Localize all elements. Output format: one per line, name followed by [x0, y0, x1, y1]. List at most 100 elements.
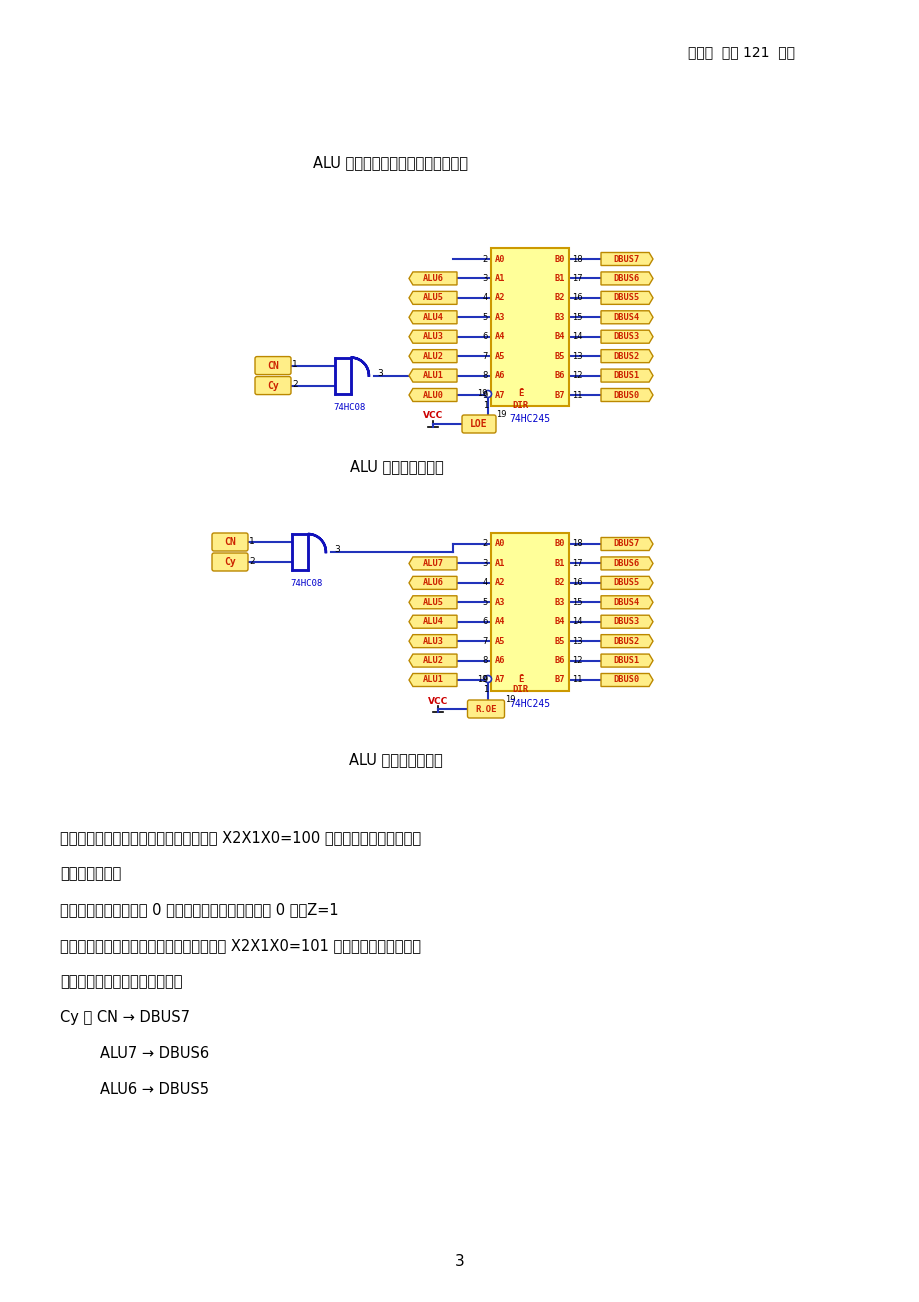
Text: 5: 5 — [482, 312, 487, 322]
Text: DBUS6: DBUS6 — [613, 559, 639, 568]
Text: 9: 9 — [482, 676, 487, 685]
Text: R.OE: R.OE — [475, 704, 496, 713]
Text: ALU2: ALU2 — [423, 352, 443, 361]
Polygon shape — [600, 577, 652, 590]
Text: ALU4: ALU4 — [423, 617, 443, 626]
Text: 1: 1 — [291, 361, 298, 368]
Text: ALU4: ALU4 — [423, 312, 443, 322]
Text: B4: B4 — [554, 617, 564, 626]
Text: 3: 3 — [482, 559, 487, 568]
Text: Cy 与 CN → DBUS7: Cy 与 CN → DBUS7 — [60, 1010, 190, 1025]
Text: DBUS7: DBUS7 — [613, 539, 639, 548]
Text: ALU0: ALU0 — [423, 391, 443, 400]
Polygon shape — [335, 358, 350, 393]
Text: Ē: Ē — [517, 674, 523, 684]
Text: VCC: VCC — [423, 411, 443, 421]
Text: 3: 3 — [377, 368, 382, 378]
Text: DBUS7: DBUS7 — [613, 254, 639, 263]
Text: DBUS2: DBUS2 — [613, 637, 639, 646]
Text: 16: 16 — [572, 293, 582, 302]
Text: 9: 9 — [482, 391, 487, 400]
Text: DBUS5: DBUS5 — [613, 578, 639, 587]
Text: A4: A4 — [494, 332, 505, 341]
Text: ALU 左移输出原理图: ALU 左移输出原理图 — [349, 460, 443, 474]
Text: DBUS0: DBUS0 — [613, 676, 639, 685]
Text: DBUS1: DBUS1 — [613, 656, 639, 665]
Text: 右移门将运算器的结果右移一位送总线。当 X2X1X0=101 时运算器结果通过右通: 右移门将运算器的结果右移一位送总线。当 X2X1X0=101 时运算器结果通过右… — [60, 937, 421, 953]
Text: LOE: LOE — [470, 419, 487, 428]
FancyBboxPatch shape — [491, 247, 568, 406]
Text: B1: B1 — [554, 273, 564, 283]
Text: 11: 11 — [572, 391, 582, 400]
Text: 1: 1 — [249, 536, 255, 546]
Text: 19: 19 — [505, 695, 515, 704]
Polygon shape — [600, 557, 652, 570]
Text: ALU5: ALU5 — [423, 598, 443, 607]
Polygon shape — [308, 534, 325, 570]
Circle shape — [484, 676, 491, 682]
Text: 2: 2 — [291, 380, 298, 389]
Text: 74HC08: 74HC08 — [334, 402, 366, 411]
Polygon shape — [409, 577, 457, 590]
Text: A3: A3 — [494, 312, 505, 322]
FancyBboxPatch shape — [491, 533, 568, 691]
Text: VCC: VCC — [427, 697, 448, 706]
Text: 12: 12 — [572, 656, 582, 665]
Text: Cy: Cy — [267, 380, 278, 391]
Text: ALU 右移输出原理图: ALU 右移输出原理图 — [348, 753, 442, 767]
Text: 14: 14 — [572, 617, 582, 626]
Text: 6: 6 — [482, 332, 487, 341]
Text: 同时，直通门上还有判 0 电路，当运算器的结果为全 0 时，Z=1: 同时，直通门上还有判 0 电路，当运算器的结果为全 0 时，Z=1 — [60, 902, 338, 917]
Text: 1: 1 — [482, 685, 487, 694]
Text: ALU6: ALU6 — [423, 273, 443, 283]
Text: ALU1: ALU1 — [423, 676, 443, 685]
Text: DBUS6: DBUS6 — [613, 273, 639, 283]
Text: 送到数据总线。: 送到数据总线。 — [60, 866, 121, 881]
Text: 74HC245: 74HC245 — [509, 414, 550, 424]
Text: A3: A3 — [494, 598, 505, 607]
FancyBboxPatch shape — [461, 415, 495, 434]
Polygon shape — [600, 292, 652, 305]
Text: A5: A5 — [494, 352, 505, 361]
Text: A1: A1 — [494, 559, 505, 568]
Text: B7: B7 — [554, 391, 564, 400]
Circle shape — [484, 391, 491, 397]
Text: A0: A0 — [494, 539, 505, 548]
Text: 7: 7 — [482, 637, 487, 646]
Text: 18: 18 — [572, 254, 582, 263]
Text: 13: 13 — [572, 352, 582, 361]
Text: A1: A1 — [494, 273, 505, 283]
Text: 5: 5 — [482, 598, 487, 607]
Text: 3: 3 — [334, 546, 339, 555]
Text: B5: B5 — [554, 637, 564, 646]
Text: 门送到数据总线。具体连线是：: 门送到数据总线。具体连线是： — [60, 974, 182, 990]
Text: A5: A5 — [494, 637, 505, 646]
Text: ALU6: ALU6 — [423, 578, 443, 587]
Text: B3: B3 — [554, 312, 564, 322]
Text: 15: 15 — [572, 598, 582, 607]
Polygon shape — [600, 654, 652, 667]
Polygon shape — [409, 272, 457, 285]
Polygon shape — [409, 557, 457, 570]
Polygon shape — [350, 358, 369, 393]
Text: B4: B4 — [554, 332, 564, 341]
Text: 13: 13 — [572, 637, 582, 646]
Text: 7: 7 — [482, 352, 487, 361]
Text: ALU3: ALU3 — [423, 332, 443, 341]
Text: 16: 16 — [572, 578, 582, 587]
Text: 直通门将运算器的结果不移位送总线。当 X2X1X0=100 时运算器结果通过直通门: 直通门将运算器的结果不移位送总线。当 X2X1X0=100 时运算器结果通过直通… — [60, 829, 421, 845]
Text: ALU6 → DBUS5: ALU6 → DBUS5 — [100, 1082, 209, 1098]
Polygon shape — [600, 538, 652, 551]
Text: DBUS0: DBUS0 — [613, 391, 639, 400]
Text: A7: A7 — [494, 391, 505, 400]
FancyBboxPatch shape — [211, 533, 248, 551]
Polygon shape — [600, 350, 652, 363]
Text: 15: 15 — [572, 312, 582, 322]
Text: 8: 8 — [482, 656, 487, 665]
Text: 6: 6 — [482, 617, 487, 626]
Polygon shape — [409, 388, 457, 401]
Text: B0: B0 — [554, 254, 564, 263]
Polygon shape — [600, 311, 652, 324]
Polygon shape — [600, 616, 652, 628]
Text: 1: 1 — [482, 401, 487, 410]
